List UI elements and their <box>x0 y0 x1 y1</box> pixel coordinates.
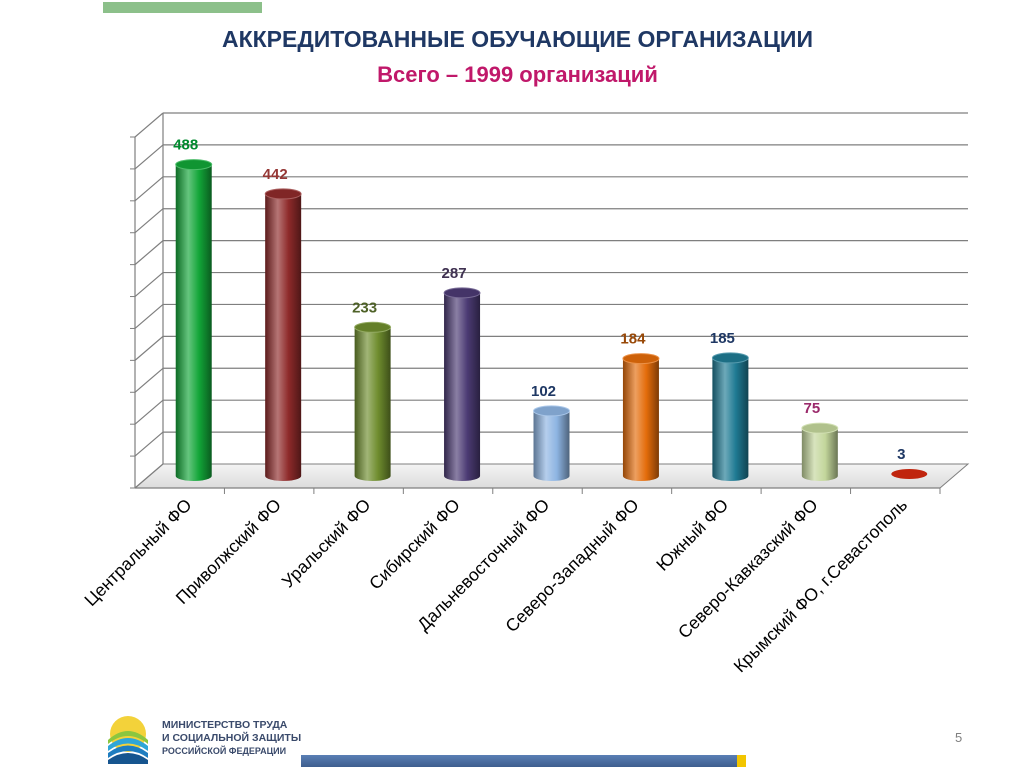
value-label: 442 <box>263 166 288 183</box>
page-number: 5 <box>955 730 963 745</box>
side-gridline <box>134 112 164 138</box>
bar-top <box>443 287 481 299</box>
bar-top <box>264 188 302 200</box>
value-label: 185 <box>710 330 735 347</box>
bar-top <box>533 405 570 417</box>
category-label: Южный ФО <box>652 495 732 575</box>
value-label: 233 <box>352 299 377 316</box>
bar-body <box>444 292 481 482</box>
bar-body <box>622 358 659 482</box>
side-gridline <box>134 144 164 170</box>
category-label: Уральский ФО <box>278 495 375 592</box>
bar <box>264 188 302 482</box>
value-label: 75 <box>803 400 820 417</box>
bar-top <box>801 422 839 434</box>
bar-top <box>622 353 660 365</box>
bar <box>711 352 749 482</box>
bar-body <box>265 193 302 482</box>
side-gridline <box>134 463 164 489</box>
value-label: 102 <box>531 383 556 400</box>
bar-body <box>175 164 212 482</box>
bar-body <box>801 428 838 482</box>
category-label: Крымский ФО, г.Севастополь <box>730 495 912 677</box>
bar <box>443 287 481 482</box>
chart-value-labels: 488 442 233 287 102 184 185 75 3 <box>173 137 905 464</box>
side-gridline <box>134 272 164 298</box>
side-gridline <box>134 335 164 361</box>
ministry-line-1: МИНИСТЕРСТВО ТРУДА <box>162 719 288 731</box>
value-label: 3 <box>897 446 905 463</box>
bar-body <box>354 327 391 482</box>
bar-top <box>711 352 749 364</box>
bar-body <box>712 357 749 482</box>
page-subtitle: Всего – 1999 организаций <box>377 62 658 87</box>
ministry-line-3: РОССИЙСКОЙ ФЕДЕРАЦИИ <box>162 746 287 756</box>
ministry-logo <box>108 716 148 764</box>
bar-top <box>891 469 928 479</box>
side-gridline <box>134 367 164 393</box>
side-gridline <box>134 176 164 202</box>
bar <box>533 405 570 482</box>
bar <box>354 321 392 482</box>
side-gridline <box>134 399 164 425</box>
bar-top <box>175 159 213 171</box>
category-label: Сибирский ФО <box>365 495 464 594</box>
bar <box>891 469 928 479</box>
bottom-accent-bar <box>301 755 737 767</box>
side-gridline <box>134 208 164 234</box>
bar <box>801 422 839 482</box>
value-label: 184 <box>620 331 646 348</box>
bar <box>622 353 660 482</box>
side-gridline <box>134 303 164 329</box>
page-title: АККРЕДИТОВАННЫЕ ОБУЧАЮЩИЕ ОРГАНИЗАЦИИ <box>222 26 813 52</box>
bar-body <box>533 410 570 482</box>
side-gridline <box>134 240 164 266</box>
value-label: 488 <box>173 137 198 154</box>
chart-bars <box>175 159 928 482</box>
side-gridline <box>134 431 164 457</box>
bottom-accent-square <box>737 755 746 767</box>
top-accent-bar <box>103 2 262 13</box>
ministry-name: МИНИСТЕРСТВО ТРУДА И СОЦИАЛЬНОЙ ЗАЩИТЫ Р… <box>162 719 301 758</box>
ministry-line-2: И СОЦИАЛЬНОЙ ЗАЩИТЫ <box>162 732 302 744</box>
bar-top <box>354 321 392 333</box>
value-label: 287 <box>442 265 467 282</box>
bar <box>175 159 213 482</box>
